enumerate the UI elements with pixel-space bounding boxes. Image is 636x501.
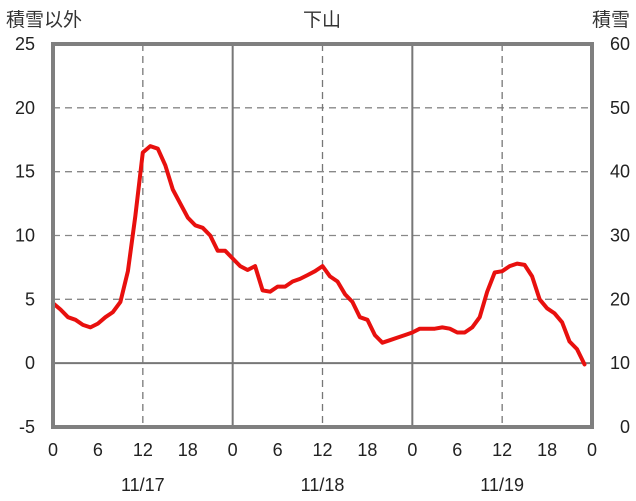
x-tick-label: 0 [407, 440, 417, 460]
x-tick-label: 12 [133, 440, 153, 460]
y-right-tick-label: 60 [610, 34, 630, 54]
day-label: 11/17 [121, 475, 165, 495]
y-left-tick-label: 15 [15, 162, 35, 182]
y-left-tick-label: 0 [25, 353, 35, 373]
plot-border [51, 42, 594, 429]
x-tick-label: 6 [273, 440, 283, 460]
y-right-tick-label: 20 [610, 289, 630, 309]
y-right-tick-label: 50 [610, 98, 630, 118]
x-tick-label: 18 [178, 440, 198, 460]
y-left-tick-label: 25 [15, 34, 35, 54]
x-tick-label: 0 [228, 440, 238, 460]
left-axis-title: 積雪以外 [6, 9, 82, 31]
y-right-tick-label: 40 [610, 162, 630, 182]
x-tick-label: 12 [492, 440, 512, 460]
y-right-tick-label: 10 [610, 353, 630, 373]
y-left-tick-label: 5 [25, 289, 35, 309]
right-axis-title: 積雪 [592, 9, 630, 31]
y-left-tick-label: 10 [15, 226, 35, 246]
grid [53, 44, 592, 427]
day-label: 11/19 [480, 475, 524, 495]
x-tick-label: 6 [93, 440, 103, 460]
day-label: 11/18 [301, 475, 345, 495]
x-tick-label: 12 [312, 440, 332, 460]
x-tick-label: 18 [357, 440, 377, 460]
x-tick-label: 0 [48, 440, 58, 460]
y-left-tick-label: 20 [15, 98, 35, 118]
x-tick-label: 0 [587, 440, 597, 460]
plot-frame [51, 42, 594, 429]
chart-title: 下山 [303, 9, 341, 31]
y-right-tick-label: 0 [620, 417, 630, 437]
x-tick-label: 18 [537, 440, 557, 460]
y-right-tick-label: 30 [610, 226, 630, 246]
series-line-main [51, 144, 587, 367]
y-left-tick-label: -5 [19, 417, 35, 437]
x-tick-label: 6 [452, 440, 462, 460]
series-layer [51, 144, 587, 429]
